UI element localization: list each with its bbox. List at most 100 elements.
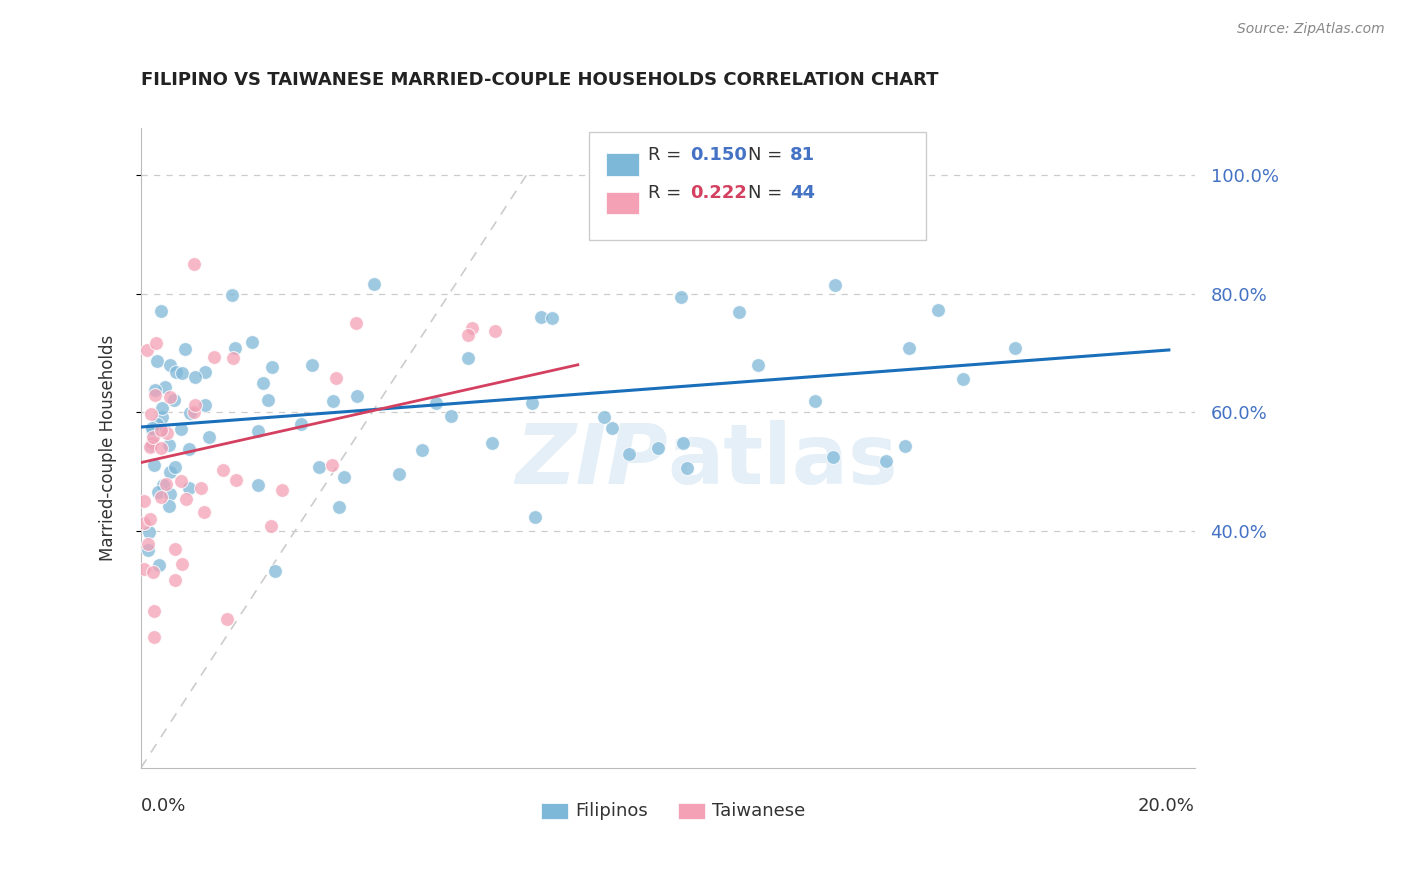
Point [411,442,433,457]
Point [136,543,159,558]
Text: 0.0%: 0.0% [141,797,187,814]
Point [165,574,187,588]
Point [952,371,974,385]
Y-axis label: Married-couple Households: Married-couple Households [100,334,117,561]
Point [325,370,347,384]
Point [619,448,641,462]
Point [823,450,845,464]
Point [246,477,269,491]
Point [481,435,503,450]
Point [143,383,166,397]
Point [165,459,187,474]
Point [139,441,162,455]
Point [155,477,177,491]
Point [183,398,205,412]
Point [322,393,344,408]
Point [927,303,949,318]
Point [252,376,274,391]
Point [225,473,247,487]
Point [184,370,207,384]
Text: N =: N = [748,184,787,202]
Point [159,487,181,501]
Point [198,430,221,444]
Point [240,334,263,349]
Point [520,395,543,409]
Point [541,310,564,325]
FancyBboxPatch shape [606,192,640,214]
Point [321,458,343,473]
Point [177,481,200,495]
Point [824,277,846,292]
Point [149,304,172,318]
Text: R =: R = [648,184,686,202]
Point [142,430,165,444]
Point [363,277,385,291]
Point [290,417,312,431]
Point [1004,341,1026,355]
Point [425,396,447,410]
FancyBboxPatch shape [589,132,927,240]
Point [149,423,172,437]
Point [484,324,506,338]
Point [142,631,165,645]
Point [153,380,176,394]
Point [132,494,155,508]
Point [145,388,167,402]
Point [202,350,225,364]
FancyBboxPatch shape [541,803,568,819]
Point [190,481,212,495]
Point [344,316,367,330]
Point [893,439,915,453]
Point [271,483,294,497]
Point [457,351,479,365]
Point [134,516,156,530]
Point [222,351,245,365]
Point [163,392,186,407]
Text: 0.150: 0.150 [690,145,747,163]
Point [221,288,243,302]
Point [388,467,411,481]
Point [139,407,162,421]
Point [193,505,215,519]
Point [530,310,553,324]
FancyBboxPatch shape [678,803,704,819]
Point [149,490,172,504]
Point [672,435,695,450]
Point [524,510,547,524]
Point [146,354,169,368]
Point [157,438,180,452]
Point [152,478,174,492]
Point [264,564,287,578]
Point [647,441,669,455]
Point [600,421,623,435]
Point [145,336,167,351]
Point [132,562,155,576]
Point [332,470,354,484]
Point [440,409,463,423]
Point [169,474,191,488]
Point [212,463,235,477]
Point [592,409,614,424]
Point [159,358,181,372]
Point [159,465,181,479]
Point [174,492,197,507]
Point [141,423,163,437]
Point [156,425,179,440]
Point [247,424,270,438]
Point [136,343,159,358]
Point [138,524,160,539]
Point [170,557,193,571]
Point [669,290,692,304]
Point [747,358,769,372]
Text: R =: R = [648,145,686,163]
Point [346,389,368,403]
Point [141,436,163,450]
Point [170,422,193,436]
Text: N =: N = [748,145,787,163]
Text: 20.0%: 20.0% [1137,797,1195,814]
FancyBboxPatch shape [606,153,640,176]
Point [179,407,201,421]
Point [194,398,217,412]
Text: Filipinos: Filipinos [575,802,648,821]
Point [215,612,238,626]
